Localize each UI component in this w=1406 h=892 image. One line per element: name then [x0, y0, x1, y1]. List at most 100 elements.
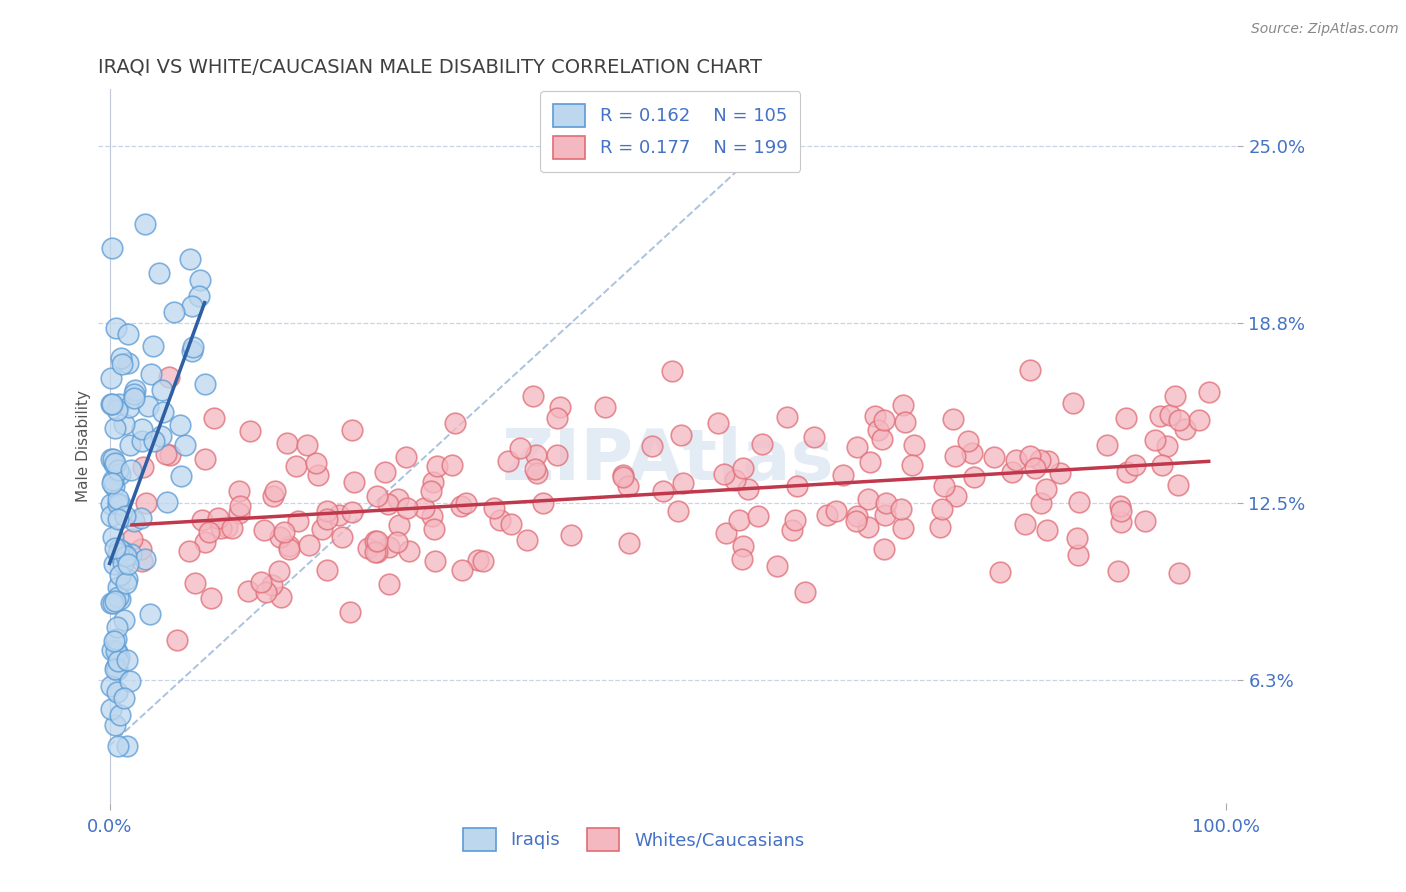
Point — [672, 476, 695, 491]
Point — [775, 410, 797, 425]
Point — [945, 490, 967, 504]
Point — [845, 440, 868, 454]
Point — [276, 436, 298, 450]
Point — [1014, 517, 1036, 532]
Point — [108, 592, 131, 607]
Point — [482, 501, 505, 516]
Point — [472, 554, 495, 568]
Point — [221, 521, 243, 535]
Point — [1115, 411, 1137, 425]
Point — [134, 217, 156, 231]
Point — [366, 544, 388, 558]
Point — [751, 436, 773, 450]
Point — [901, 458, 924, 472]
Point — [105, 645, 128, 659]
Point — [134, 551, 156, 566]
Point — [1149, 409, 1171, 423]
Point — [181, 300, 204, 314]
Point — [731, 461, 754, 475]
Point — [111, 544, 134, 558]
Point — [115, 573, 138, 587]
Point — [262, 489, 284, 503]
Point — [509, 441, 531, 455]
Point — [188, 273, 211, 287]
Point — [617, 536, 640, 550]
Point — [1107, 564, 1129, 578]
Point — [139, 607, 162, 621]
Point — [121, 532, 143, 546]
Point — [131, 422, 153, 436]
Point — [107, 491, 129, 506]
Point — [873, 413, 896, 427]
Point — [783, 513, 806, 527]
Point — [890, 501, 912, 516]
Point — [419, 483, 441, 498]
Point — [803, 430, 825, 444]
Point — [112, 556, 135, 570]
Point — [131, 554, 153, 568]
Point — [765, 559, 787, 574]
Point — [104, 321, 127, 335]
Point — [107, 541, 129, 556]
Point — [173, 438, 195, 452]
Point — [118, 673, 141, 688]
Point — [1049, 467, 1071, 481]
Point — [546, 448, 568, 462]
Point — [166, 633, 188, 648]
Point — [516, 533, 538, 548]
Point — [385, 535, 408, 549]
Point — [707, 416, 730, 430]
Point — [184, 576, 207, 591]
Point — [378, 577, 401, 591]
Point — [794, 585, 817, 599]
Point — [202, 410, 225, 425]
Point — [1095, 438, 1118, 452]
Point — [181, 343, 204, 358]
Point — [444, 416, 467, 430]
Point — [875, 508, 897, 522]
Point — [118, 438, 141, 452]
Point — [104, 632, 127, 647]
Point — [198, 525, 221, 540]
Point — [423, 522, 446, 536]
Point — [100, 596, 122, 610]
Point — [112, 613, 135, 627]
Point — [863, 409, 886, 423]
Point — [103, 541, 125, 555]
Point — [120, 463, 142, 477]
Point — [724, 473, 747, 487]
Point — [426, 459, 449, 474]
Point — [101, 473, 124, 487]
Point — [120, 547, 142, 561]
Point — [825, 504, 848, 518]
Point — [157, 369, 180, 384]
Point — [228, 499, 250, 513]
Point — [388, 518, 411, 533]
Point — [873, 542, 896, 557]
Point — [105, 620, 128, 634]
Point — [194, 376, 217, 391]
Point — [395, 450, 418, 464]
Y-axis label: Male Disability: Male Disability — [76, 390, 91, 502]
Point — [115, 653, 138, 667]
Point — [287, 514, 309, 528]
Point — [1062, 396, 1084, 410]
Point — [422, 475, 444, 489]
Point — [364, 545, 387, 559]
Point — [1150, 458, 1173, 472]
Point — [1198, 384, 1220, 399]
Point — [104, 593, 127, 607]
Point — [378, 541, 401, 555]
Point — [1167, 566, 1189, 580]
Point — [117, 557, 139, 571]
Point — [100, 452, 122, 467]
Point — [131, 434, 153, 448]
Point — [155, 447, 177, 461]
Point — [929, 519, 952, 533]
Point — [103, 634, 125, 648]
Point — [859, 455, 882, 469]
Point — [118, 401, 141, 415]
Point — [652, 484, 675, 499]
Point — [104, 718, 127, 732]
Point — [100, 702, 122, 716]
